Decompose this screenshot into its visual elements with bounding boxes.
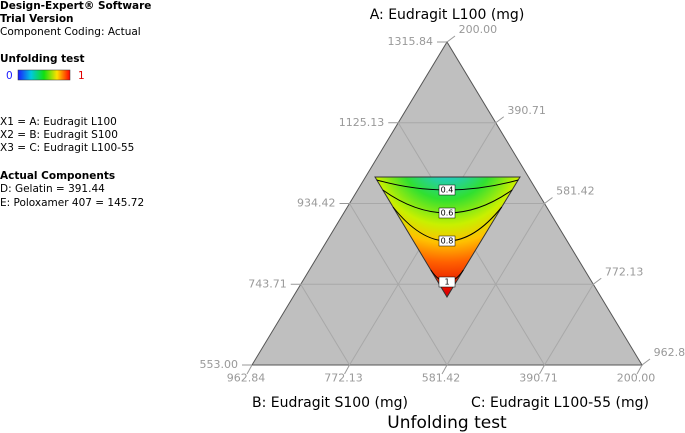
tick-label: 581.42 (422, 372, 461, 385)
contour-label: 1 (444, 278, 449, 287)
tick-label: 200.00 (617, 372, 656, 385)
tick-label: 934.42 (297, 197, 336, 210)
tick-label: 962.84 (654, 346, 685, 359)
tick-label: 962.84 (227, 372, 266, 385)
legend-max: 1 (78, 70, 85, 82)
tick-mark (446, 35, 456, 43)
tick-mark (246, 364, 253, 375)
tick-label: 581.42 (556, 185, 595, 198)
tick-mark (592, 277, 602, 285)
contour-label: 0.6 (441, 209, 454, 218)
coding: Component Coding: Actual (0, 26, 141, 38)
legend-title: Unfolding test (0, 53, 85, 65)
grid-line (300, 283, 350, 366)
contour-label-box (438, 235, 456, 247)
b-axis-title: B: Eudragit S100 (mg) (252, 395, 408, 411)
tick-label: 772.13 (605, 265, 644, 278)
tick-label: 200.00 (459, 23, 498, 36)
tick-label: 390.71 (507, 104, 545, 117)
factor: X3 = C: Eudragit L100-55 (0, 142, 134, 154)
tick-mark (441, 364, 448, 375)
tick-label: 743.71 (248, 277, 287, 290)
c-axis-title: C: Eudragit L100-55 (mg) (471, 395, 649, 411)
factor: X1 = A: Eudragit L100 (0, 116, 117, 128)
version: Trial Version (0, 13, 74, 25)
tick-label: 1125.13 (339, 116, 385, 129)
tick-mark (495, 116, 505, 124)
tick-mark (641, 358, 651, 366)
tick-label: 772.13 (324, 372, 363, 385)
a-axis-title: A: Eudragit L100 (mg) (370, 7, 525, 23)
tick-mark (544, 197, 553, 204)
actual: E: Poloxamer 407 = 145.72 (0, 197, 144, 209)
grid-line (544, 283, 594, 366)
colorbar (17, 69, 71, 81)
tick-mark (539, 364, 545, 375)
contour-label-box (438, 276, 456, 288)
contour-label-box (438, 207, 456, 219)
tick-label: 1315.84 (388, 35, 434, 48)
software: Design-Expert® Software (0, 0, 151, 12)
contour-label: 0.8 (441, 237, 454, 246)
contour-label-box (438, 184, 456, 196)
tick-label: 390.71 (519, 372, 558, 385)
contour-label: 0.4 (441, 186, 454, 195)
legend-min: 0 (6, 70, 13, 82)
factor: X2 = B: Eudragit S100 (0, 129, 118, 141)
tick-label: 553.00 (200, 358, 239, 371)
actual-title: Actual Components (0, 170, 115, 182)
chart-title: Unfolding test (387, 413, 507, 433)
tick-mark (636, 364, 643, 375)
tick-mark (344, 364, 350, 375)
actual: D: Gelatin = 391.44 (0, 183, 105, 195)
grid-line (446, 203, 545, 366)
